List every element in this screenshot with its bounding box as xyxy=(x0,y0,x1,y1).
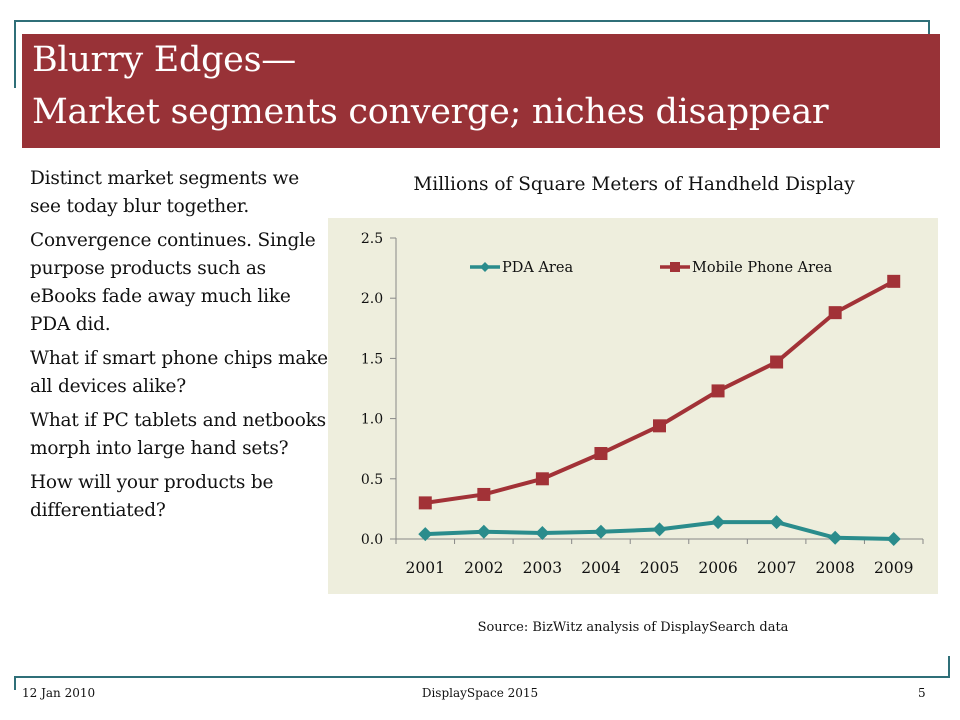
y-tick-label: 1.5 xyxy=(361,351,383,367)
x-tick-label: 2004 xyxy=(581,559,621,577)
x-tick-label: 2002 xyxy=(464,559,503,577)
legend-marker xyxy=(670,262,680,272)
bullet-item: Convergence continues. Single purpose pr… xyxy=(30,230,316,335)
footer-date: 12 Jan 2010 xyxy=(22,686,96,700)
frame-bottom-left-tick xyxy=(14,676,16,690)
y-tick-label: 2.5 xyxy=(361,231,383,247)
line-chart: 0.0 0.5 1.0 1.5 2.0 2.5 2001 2002 2003 2004 2005 20… xyxy=(361,231,924,577)
data-point xyxy=(593,524,608,539)
bullet-item: Distinct market segments we see today bl… xyxy=(30,168,299,217)
data-point xyxy=(418,527,433,542)
x-tick-label: 2003 xyxy=(523,559,562,577)
slide-title-bar: Blurry Edges— Market segments converge; … xyxy=(22,34,940,148)
data-point xyxy=(476,524,491,539)
frame-right-tick xyxy=(928,20,930,38)
legend-marker xyxy=(480,262,490,272)
source-note: Source: BizWitz analysis of DisplaySearc… xyxy=(477,620,789,635)
y-tick-label: 1.0 xyxy=(361,412,383,428)
x-tick-label: 2009 xyxy=(874,559,913,577)
footer-event: DisplaySpace 2015 xyxy=(421,686,539,700)
bullet-item: What if smart phone chips make all devic… xyxy=(30,348,328,397)
x-tick-label: 2008 xyxy=(815,559,854,577)
data-point xyxy=(711,384,725,398)
x-tick-label: 2006 xyxy=(698,559,737,577)
frame-bottom-right-tick xyxy=(948,656,950,676)
y-tick-label: 0.5 xyxy=(361,472,383,488)
bullet-item: How will your products be differentiated… xyxy=(30,472,274,521)
x-tick-label: 2005 xyxy=(640,559,679,577)
x-tick-label: 2001 xyxy=(406,559,445,577)
data-point xyxy=(477,487,491,501)
data-point xyxy=(418,496,432,510)
data-point xyxy=(594,447,608,461)
frame-top-line xyxy=(14,20,930,22)
data-point xyxy=(886,532,901,546)
data-point xyxy=(653,419,666,433)
y-tick-label: 2.0 xyxy=(361,291,383,307)
chart-title: Millions of Square Meters of Handheld Di… xyxy=(413,174,855,195)
data-point xyxy=(535,472,549,486)
data-point xyxy=(535,525,550,540)
slide-title-line1: Blurry Edges— xyxy=(32,40,296,80)
y-tick-label: 0.0 xyxy=(361,532,383,548)
data-point xyxy=(770,355,784,369)
data-point xyxy=(769,515,784,530)
data-point xyxy=(828,530,843,545)
bullet-list: Distinct market segments we see today bl… xyxy=(30,165,330,531)
data-point xyxy=(711,515,726,530)
frame-bottom-line xyxy=(14,676,950,678)
chart-area: 0.0 0.5 1.0 1.5 2.0 2.5 2001 2002 2003 2004 2005 20… xyxy=(328,218,938,594)
series-line-mobile xyxy=(424,279,895,505)
bullet-item: What if PC tablets and netbooks morph in… xyxy=(30,410,326,459)
data-point xyxy=(652,522,667,537)
legend-label: PDA Area xyxy=(502,260,573,276)
page-number: 5 xyxy=(918,686,926,700)
data-point xyxy=(828,306,842,320)
x-tick-label: 2007 xyxy=(757,559,796,577)
legend-label: Mobile Phone Area xyxy=(692,260,833,276)
data-point xyxy=(887,274,901,288)
frame-left-tick xyxy=(14,20,16,88)
slide-title-line2: Market segments converge; niches disappe… xyxy=(32,92,829,132)
